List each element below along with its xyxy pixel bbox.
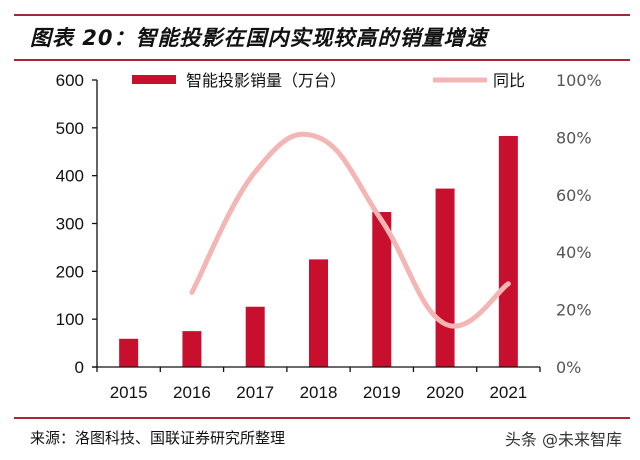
y2-tick-label: 100% bbox=[556, 71, 602, 90]
x-tick-label: 2019 bbox=[363, 383, 401, 402]
legend: 智能投影销量（万台） 同比 bbox=[132, 71, 525, 90]
y-tick-label: 500 bbox=[56, 119, 84, 138]
legend-label-yoy: 同比 bbox=[493, 71, 525, 90]
x-tick-label: 2017 bbox=[236, 383, 274, 402]
y2-tick-label: 0% bbox=[556, 358, 581, 377]
x-tick-label: 2016 bbox=[173, 383, 211, 402]
title-rule bbox=[14, 59, 630, 61]
x-tick-label: 2021 bbox=[489, 383, 527, 402]
bar-2020 bbox=[435, 188, 455, 367]
bar-2018 bbox=[309, 259, 328, 367]
bar-2015 bbox=[119, 338, 139, 367]
y-tick-label: 200 bbox=[56, 262, 84, 281]
bar-2017 bbox=[245, 306, 265, 367]
y2-tick-label: 80% bbox=[556, 128, 592, 147]
y-tick-label: 100 bbox=[56, 310, 84, 329]
legend-swatch-sales bbox=[132, 75, 176, 84]
legend-label-sales: 智能投影销量（万台） bbox=[186, 71, 346, 90]
bar-2021 bbox=[498, 135, 518, 367]
chart-title: 图表 20：智能投影在国内实现较高的销量增速 bbox=[30, 26, 488, 50]
y2-tick-label: 60% bbox=[556, 186, 592, 205]
bar-2016 bbox=[182, 331, 202, 367]
top-rule bbox=[14, 14, 630, 16]
y-tick-label: 0 bbox=[75, 358, 84, 377]
source-note: 来源：洛图科技、国联证券研究所整理 bbox=[30, 429, 286, 447]
watermark: 头条 @未来智库 bbox=[504, 430, 622, 449]
bar-2019 bbox=[372, 212, 392, 367]
y-tick-label: 300 bbox=[56, 215, 84, 234]
x-tick-label: 2015 bbox=[110, 383, 148, 402]
series-line-yoy bbox=[189, 131, 511, 329]
source-rule bbox=[14, 417, 630, 419]
y2-tick-label: 20% bbox=[556, 301, 592, 320]
x-tick-label: 2020 bbox=[426, 383, 464, 402]
y-tick-label: 600 bbox=[56, 71, 84, 90]
y-tick-label: 400 bbox=[56, 167, 84, 186]
x-tick-label: 2018 bbox=[300, 383, 338, 402]
chart: 0 100 200 300 400 500 600 0% 20% 40% 60% 80% 100% 201… bbox=[56, 71, 602, 402]
y2-tick-label: 40% bbox=[556, 243, 592, 262]
